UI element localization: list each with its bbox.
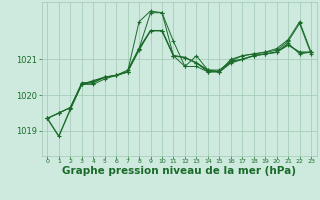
X-axis label: Graphe pression niveau de la mer (hPa): Graphe pression niveau de la mer (hPa): [62, 166, 296, 176]
